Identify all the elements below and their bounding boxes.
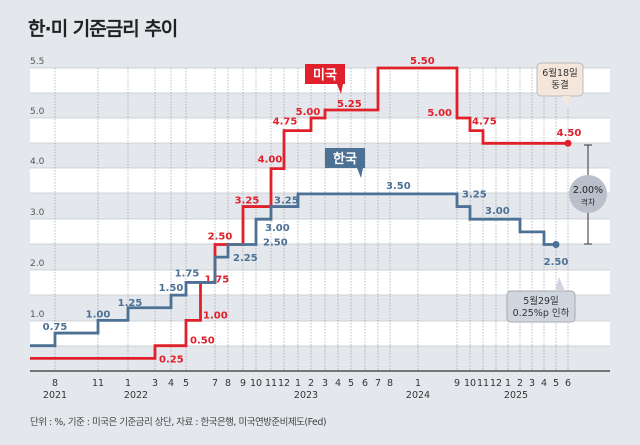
x-tick-label: 10	[464, 378, 476, 389]
badge-pointer	[337, 84, 343, 94]
us-step-label: 3.25	[235, 196, 260, 207]
y-tick-label: 3.0	[30, 208, 45, 218]
x-tick-label: 4	[335, 378, 341, 389]
korea-callout-text: 0.25%p 인하	[513, 307, 570, 319]
us-final-value: 4.50	[557, 128, 582, 139]
x-tick-label: 1	[505, 378, 511, 389]
korea-step-label: 3.00	[485, 206, 510, 217]
us-step-label: 1.00	[203, 310, 228, 321]
x-tick-label: 8	[225, 378, 231, 389]
x-year-label: 2025	[504, 390, 528, 401]
gap-circle	[569, 175, 607, 213]
korea-step-label: 1.00	[86, 309, 111, 320]
x-tick-label: 4	[168, 378, 174, 389]
y-tick-label: 5.5	[30, 57, 44, 67]
gap-value: 2.00%	[573, 185, 603, 196]
korea-step-label: 2.50	[263, 238, 288, 249]
us-step-label: 5.50	[410, 56, 435, 67]
korea-badge-label: 한국	[333, 151, 357, 167]
x-year-label: 2022	[124, 390, 148, 401]
x-year-label: 2021	[43, 390, 67, 401]
y-tick-label: 4.0	[30, 157, 45, 167]
us-step-label: 5.00	[427, 108, 452, 119]
us-badge	[305, 64, 345, 84]
x-tick-label: 3	[152, 378, 158, 389]
korea-callout-text: 5월29일	[523, 295, 559, 307]
korea-step-label: 0.75	[43, 322, 68, 333]
x-tick-label: 6	[362, 378, 368, 389]
page-title: 한·미 기준금리 추이	[28, 18, 178, 40]
x-year-label: 2024	[406, 390, 430, 401]
us-end-dot	[564, 139, 572, 147]
us-step-label: 4.75	[273, 117, 298, 128]
x-tick-label: 5	[553, 378, 559, 389]
x-tick-label: 5	[348, 378, 354, 389]
x-tick-label: 9	[454, 378, 460, 389]
us-badge-label: 미국	[313, 67, 337, 83]
us-step-label: 4.00	[258, 155, 283, 166]
us-callout-text: 6월18일	[542, 67, 578, 79]
source-note: 단위 : %, 기준 : 미국은 기준금리 상단, 자료 : 한국은행, 미국연…	[30, 417, 327, 428]
korea-step-label: 3.00	[265, 223, 290, 234]
us-callout	[536, 62, 584, 97]
korea-callout	[506, 290, 576, 323]
korea-step-label: 3.25	[462, 190, 487, 201]
x-tick-label: 1	[415, 378, 421, 389]
x-tick-label: 11	[265, 378, 277, 389]
y-tick-label: 5.0	[30, 107, 45, 117]
grid-band	[30, 321, 610, 346]
korea-step-label: 3.50	[386, 181, 411, 192]
korea-step-label: 1.75	[175, 268, 200, 279]
us-step-label: 4.75	[472, 117, 497, 128]
badge-pointer	[357, 168, 363, 178]
y-tick-label: 2.0	[30, 259, 45, 269]
us-step-label: 5.00	[296, 107, 321, 118]
korea-step-label: 2.25	[233, 253, 258, 264]
x-tick-label: 6	[565, 378, 571, 389]
x-tick-label: 4	[541, 378, 547, 389]
korea-final-value: 2.50	[544, 257, 569, 268]
x-tick-label: 12	[490, 378, 502, 389]
x-year-label: 2023	[294, 390, 318, 401]
x-tick-label: 10	[250, 378, 262, 389]
x-tick-label: 1	[295, 378, 301, 389]
x-tick-label: 2	[308, 378, 314, 389]
x-tick-label: 12	[278, 378, 290, 389]
y-tick-label: 1.0	[30, 310, 45, 320]
korea-end-dot	[552, 241, 560, 248]
us-step-label: 1.75	[205, 274, 230, 285]
korea-step-label: 1.25	[118, 298, 143, 309]
grid-band	[30, 219, 610, 244]
us-callout-text: 동결	[551, 80, 568, 91]
us-rate-line	[30, 66, 568, 360]
korea-callout-pointer	[555, 277, 565, 291]
grid-band	[30, 118, 610, 143]
x-tick-label: 3	[529, 378, 535, 389]
x-tick-label: 8	[52, 378, 58, 389]
korea-badge	[325, 148, 365, 168]
us-start-label: 0.25	[159, 354, 184, 365]
x-tick-label: 1	[125, 378, 131, 389]
gap-label: 격차	[581, 197, 596, 207]
x-tick-label: 11	[477, 378, 489, 389]
grid-band	[30, 168, 610, 193]
us-step-label: 0.50	[190, 336, 215, 347]
x-tick-label: 7	[375, 378, 381, 389]
x-tick-label: 7	[212, 378, 218, 389]
korea-step-label: 1.50	[159, 283, 184, 294]
korea-rate-line	[30, 192, 556, 348]
us-callout-pointer	[562, 96, 570, 108]
x-tick-label: 9	[240, 378, 246, 389]
x-tick-label: 5	[183, 378, 189, 389]
x-tick-label: 2	[517, 378, 523, 389]
korea-step-label: 3.25	[274, 196, 299, 207]
x-tick-label: 3	[322, 378, 328, 389]
us-step-label: 5.25	[337, 99, 362, 110]
x-tick-label: 11	[92, 378, 104, 389]
us-step-label: 2.50	[208, 232, 233, 243]
x-tick-label: 8	[387, 378, 393, 389]
